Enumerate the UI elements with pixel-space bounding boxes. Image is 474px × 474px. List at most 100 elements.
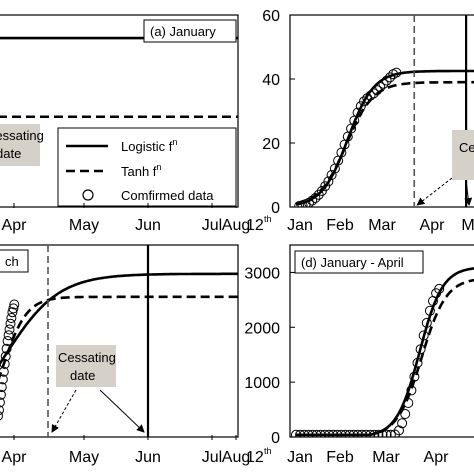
confirmed-point-d — [344, 429, 355, 437]
panel-a-x-suffix-sup: th — [264, 214, 272, 224]
confirmed-point-b — [362, 93, 373, 104]
chart-panel-d: (d) January - April 0 1000 2000 3000 Jan Feb… — [244, 244, 474, 466]
confirmed-point-d — [397, 418, 408, 429]
panel-label-box-c — [0, 249, 29, 273]
confirmed-point-d — [332, 429, 343, 437]
tanh-curve-d — [296, 278, 474, 437]
confirmed-point-c — [4, 324, 15, 335]
panel-c-x-tick-label: Jul — [202, 449, 222, 466]
confirmed-point-d — [303, 429, 314, 437]
confirmed-point-b — [323, 176, 334, 187]
logistic-curve-c — [0, 272, 238, 366]
chart-panel-b: Ce 0 20 40 60 Jan Feb Mar Apr M — [262, 8, 474, 234]
confirmed-point-b — [307, 195, 318, 206]
panel-label-a: (a) January — [150, 24, 216, 39]
confirmed-point-d — [434, 283, 445, 294]
confirmed-point-d — [348, 429, 359, 437]
panel-d-y-tick-label: 1000 — [244, 375, 280, 392]
panel-a-x-tick-label: Apr — [2, 217, 28, 234]
confirmed-point-d — [340, 429, 351, 437]
confirmed-point-b — [310, 193, 321, 203]
confirmed-point-d — [403, 398, 414, 408]
confirmed-point-b — [375, 82, 386, 92]
panel-label-c: ch — [5, 254, 19, 269]
cessating-text-b: Ce — [459, 140, 474, 155]
tanh-curve-c — [0, 295, 238, 380]
confirmed-point-d — [352, 429, 363, 437]
panel-c-x-tick-label: Apr — [2, 449, 28, 466]
panel-b-x-tick-label: Mar — [368, 217, 396, 234]
confirmed-point-d — [400, 409, 411, 419]
confirmed-point-c — [1, 343, 12, 354]
confirmed-point-d — [406, 385, 417, 396]
cessating-arrow-c-2 — [99, 389, 145, 433]
confirmed-point-d — [412, 357, 423, 368]
confirmed-point-b — [359, 96, 369, 107]
cessating-text-c-1: Cessating — [58, 350, 116, 365]
legend-label-logistic: Logistic fn — [121, 137, 177, 154]
panel-b-x-tick-label: Jan — [287, 217, 313, 234]
panel-a-x-suffix: 12 — [246, 217, 264, 234]
panel-a-x-tick-label: May — [69, 217, 99, 234]
confirmed-point-b — [385, 72, 395, 83]
confirmed-point-c — [0, 389, 6, 400]
confirmed-point-d — [356, 429, 367, 437]
confirmed-point-d — [369, 429, 380, 437]
confirmed-point-c — [0, 411, 3, 421]
panel-d-x-tick-label: Jan — [287, 449, 313, 466]
cessating-arrow-b-2 — [464, 179, 473, 206]
cessating-text-a-1: Cessating — [0, 128, 44, 143]
confirmed-point-d — [418, 330, 429, 341]
panel-d-x-tick-label: Apr — [424, 449, 450, 466]
confirmed-point-b — [368, 88, 379, 99]
confirmed-point-d — [311, 429, 322, 437]
confirmed-point-d — [315, 429, 326, 437]
confirmed-point-c — [0, 397, 5, 408]
confirmed-point-d — [299, 429, 310, 437]
panel-b-y-tick-label: 60 — [262, 8, 280, 25]
confirmed-point-d — [319, 429, 330, 437]
confirmed-point-d — [324, 429, 334, 437]
confirmed-point-d — [424, 305, 435, 316]
panel-d-y-tick-label: 3000 — [244, 265, 280, 282]
legend-marker-confirmed — [82, 189, 94, 201]
confirmed-point-d — [415, 344, 426, 355]
confirmed-point-c — [0, 382, 7, 393]
confirmed-point-c — [9, 299, 20, 310]
panel-label-box-a — [143, 19, 237, 43]
panel-label-d: (d) January - April — [301, 255, 404, 270]
confirmed-point-c — [0, 351, 11, 362]
confirmed-point-d — [409, 371, 420, 382]
panel-a-x-tick-label: Aug — [222, 217, 250, 234]
panel-c-x-suffix: 12 — [246, 449, 264, 466]
confirmed-point-d — [373, 429, 384, 437]
confirmed-point-c — [3, 330, 14, 341]
panel-d-y-tick-label: 2000 — [244, 320, 280, 337]
confirmed-point-c — [2, 336, 13, 346]
confirmed-point-b — [365, 90, 376, 101]
confirmed-point-d — [421, 317, 432, 328]
confirmed-point-d — [291, 429, 301, 437]
confirmed-point-d — [307, 429, 318, 437]
confirmed-point-d — [377, 429, 388, 437]
confirmed-point-b — [304, 197, 314, 207]
panel-label-box-d — [294, 250, 424, 274]
confirmed-point-d — [295, 429, 306, 437]
cessating-box-b — [452, 130, 474, 180]
panel-b-x-tick-label: M — [461, 217, 474, 234]
confirmed-point-d — [328, 429, 339, 437]
confirmed-point-d — [385, 429, 396, 437]
confirmed-point-c — [0, 366, 9, 377]
panel-c-x-tick-label: May — [69, 449, 99, 466]
panel-b-x-tick-label: Feb — [326, 217, 354, 234]
cessating-box-a — [0, 124, 40, 166]
confirmed-point-b — [326, 170, 337, 180]
confirmed-point-c — [8, 303, 19, 314]
cessating-text-a-2: date — [0, 146, 21, 161]
panel-b-y-tick-label: 0 — [271, 200, 280, 217]
panel-d-y-tick-label: 0 — [271, 430, 280, 447]
panel-c-x-tick-label: Jun — [135, 449, 161, 466]
confirmed-point-d — [361, 429, 371, 437]
